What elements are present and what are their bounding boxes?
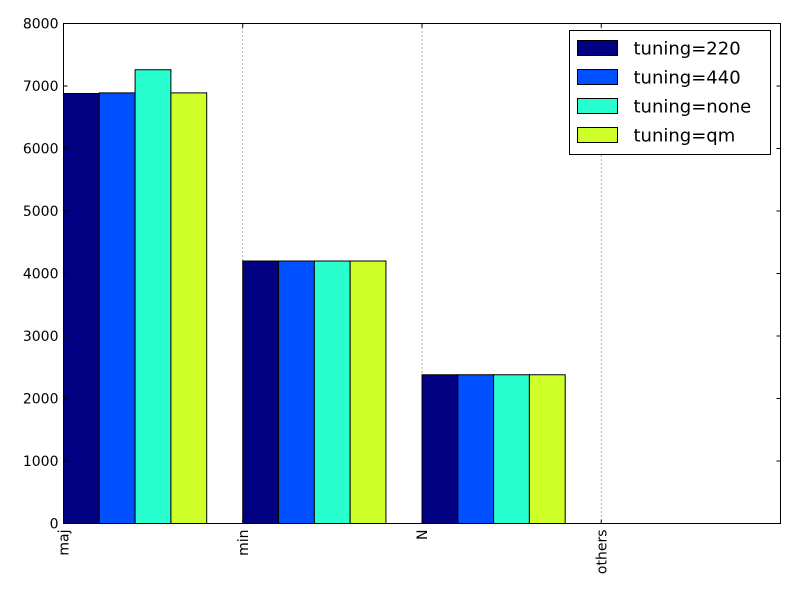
legend-label-3: tuning=none [634,97,752,118]
y-tick-label-0: 0 [50,517,59,533]
y-tick-label-6000: 6000 [23,142,59,158]
legend-label-2: tuning=440 [634,68,741,89]
bar-min-4 [349,260,387,524]
y-tick-label-1000: 1000 [23,454,59,470]
bar-N-3 [493,374,530,524]
y-tick-label-7000: 7000 [23,79,59,95]
bars [63,69,566,524]
y-tick-label-5000: 5000 [23,204,59,220]
y-tick-label-4000: 4000 [23,267,59,283]
y-tick-label-2000: 2000 [23,392,59,408]
legend-swatch-3 [577,98,618,114]
bar-maj-1 [63,93,100,524]
bar-N-1 [421,374,459,524]
x-tick-label-min: min [236,530,252,556]
bar-min-3 [313,260,351,524]
y-tick-label-8000: 8000 [23,17,59,33]
bar-maj-4 [170,92,208,524]
x-tick-label-N: N [415,530,431,540]
bar-maj-3 [134,69,172,524]
legend-swatch-2 [577,69,618,85]
legend-label-1: tuning=220 [634,39,741,60]
y-axis: 0 1000 2000 3000 4000 5000 6000 7000 8000 [23,17,781,533]
x-tick-label-maj: maj [57,530,73,556]
bar-min-2 [278,260,315,524]
legend-swatch-4 [577,127,618,143]
bar-N-4 [528,374,566,524]
legend-swatch-1 [577,40,618,56]
x-tick-label-others: others [594,530,610,575]
legend-label-4: tuning=qm [634,126,736,147]
bar-N-2 [457,374,495,524]
y-tick-label-3000: 3000 [23,329,59,345]
bar-min-1 [242,260,280,524]
legend: tuning=220 tuning=440 tuning=none tuning=qm [569,30,771,155]
bar-maj-2 [98,92,136,524]
